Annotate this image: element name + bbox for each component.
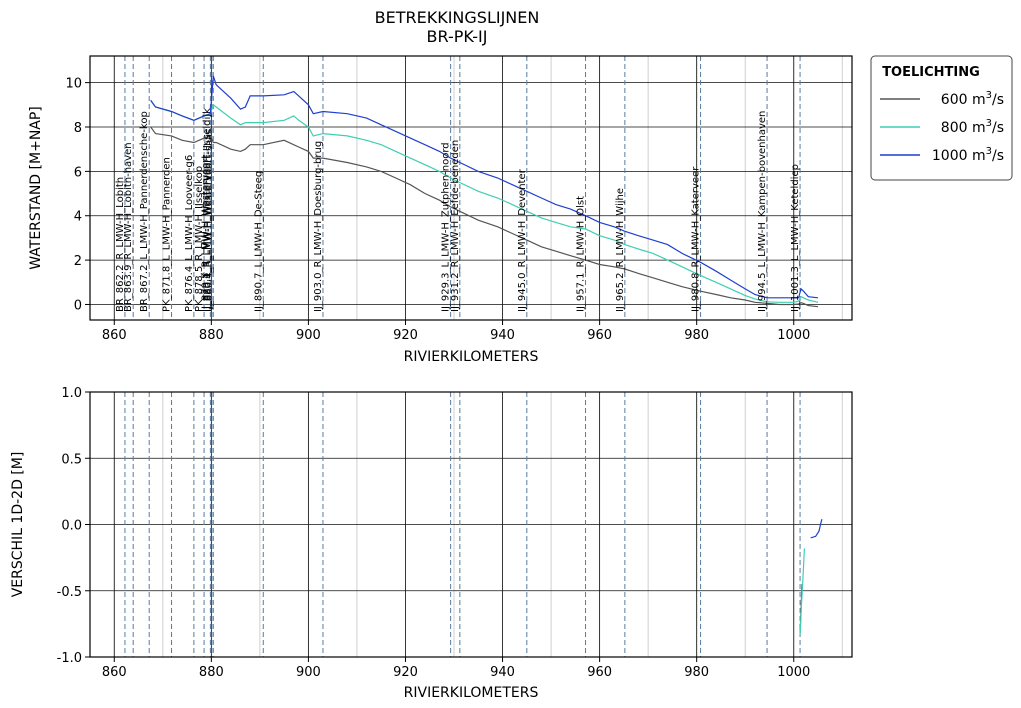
p2-y-tick-label: 0.5 <box>61 452 82 467</box>
station-label: IJ_879.8_R_LMW-H_Westervoort <box>200 155 211 312</box>
p2-y-tick-label: -0.5 <box>57 585 82 600</box>
chart-title-line2: BR-PK-IJ <box>427 27 488 46</box>
station-label: IJ_965.2_R_LMW-H_Wijhe <box>615 188 626 312</box>
legend-entries: 600 m3/s 800 m3/s 1000 m3/s <box>880 90 1004 164</box>
top-chart-panel: BR_862.2_R_LMW-H_LobithBR_863.9_R_LMW-H_… <box>28 55 853 365</box>
legend-entry-label-3: 1000 m3/s <box>932 146 1004 164</box>
p1-y-axis-label: WATERSTAND [M+NAP] <box>28 106 44 270</box>
p1-y-tick-label: 10 <box>65 77 82 92</box>
p1-x-axis-label: RIVIERKILOMETERS <box>404 349 539 365</box>
p1-y-tick-label: 2 <box>74 254 82 269</box>
p2-y-tick-label: -1.0 <box>57 651 82 666</box>
station-label: BR_863.9_R_LMW-H_Lobith-haven <box>123 142 134 312</box>
chart-title-line1: BETREKKINGSLIJNEN <box>375 8 540 27</box>
station-label: IJ_903.0_R_LMW-H_Doesburg-brug <box>313 141 324 312</box>
station-label: BR_862.2_R_LMW-H_Lobith <box>115 177 126 312</box>
p2-x-tick-label: 920 <box>393 665 418 680</box>
p1-axes-frame <box>89 55 853 321</box>
station-label: IJ_980.8_R_LMW-H_Katerveer <box>691 166 702 312</box>
bottom-chart-panel: 860 880 900 920 940 960 980 1000 -1.0 -0.5 0.0 0.5 1… <box>10 386 853 701</box>
p2-series-line-3 <box>810 519 823 539</box>
station-label: PK_876.4_L_LMW-H_Looveer-g6 <box>184 155 195 312</box>
station-label: IJ_945.0_R_LMW-H_Deventer <box>517 168 528 312</box>
legend-box <box>870 55 1013 181</box>
p1-x-tick-label: 960 <box>587 328 612 343</box>
p1-y-tick-label: 6 <box>74 165 82 180</box>
p2-x-tick-label: 940 <box>490 665 515 680</box>
p1-series-line-3 <box>150 75 819 299</box>
p2-x-tick-label: 880 <box>199 665 224 680</box>
p2-y-tick-label: 1.0 <box>61 386 82 401</box>
station-label: IJ_880.1_R_LMW-H_Westervoort-IJsseldijk <box>202 108 213 312</box>
station-label: IJ_890.7_L_LMW-H_De-Steeg <box>253 171 264 312</box>
station-label: IJ_931.2_R_LMW-H_Eefde-beneden <box>450 140 461 312</box>
station-label: IJ_1001.3_L_LMW-H_Keteldiep <box>790 164 801 312</box>
p1-x-tick-label: 920 <box>393 328 418 343</box>
p1-x-tick-label: 1000 <box>777 328 810 343</box>
p1-series-line-1 <box>150 126 819 308</box>
p2-x-tick-label: 960 <box>587 665 612 680</box>
chart-legend: TOELICHTING 600 m3/s 800 m3/s 1000 m3/s <box>870 55 1013 181</box>
legend-entry-label-2: 800 m3/s <box>941 118 1004 136</box>
legend-entry-label-1: 600 m3/s <box>941 90 1004 108</box>
station-label: PK_871.8_L_LMW-H_Pannerden <box>162 157 173 312</box>
p2-x-tick-label: 860 <box>102 665 127 680</box>
p1-x-tick-label: 940 <box>490 328 515 343</box>
legend-title: TOELICHTING <box>882 65 980 80</box>
p1-x-tick-label: 860 <box>102 328 127 343</box>
p2-y-axis-label: VERSCHIL 1D-2D [M] <box>10 452 26 598</box>
station-label: IJ_994.5_L_LMW-H_Kampen-bovenhaven <box>757 111 768 312</box>
p1-x-tick-label: 900 <box>296 328 321 343</box>
station-label: IJ_957.1_R_LMW-H_Olst <box>576 196 587 312</box>
p1-x-tick-label: 980 <box>684 328 709 343</box>
station-label: IJ_929.3_L_LMW-H_Zutphen-noord <box>441 142 452 312</box>
p1-y-tick-label: 4 <box>74 210 82 225</box>
p2-x-axis-label: RIVIERKILOMETERS <box>404 685 539 701</box>
station-label: PK_878.5_R_LMW-H_IJsselkop <box>194 166 205 312</box>
p1-y-tick-label: 8 <box>74 121 82 136</box>
p2-x-tick-label: 980 <box>684 665 709 680</box>
p1-series-line-2 <box>150 100 819 303</box>
p1-x-tick-label: 880 <box>199 328 224 343</box>
p1-y-tick-label: 0 <box>74 298 82 313</box>
p2-x-tick-label: 900 <box>296 665 321 680</box>
station-label: BR_867.2_L_LMW-H_Pannerdensche-kop <box>139 111 150 312</box>
p2-x-tick-label: 1000 <box>777 665 810 680</box>
p2-y-tick-label: 0.0 <box>61 519 82 534</box>
station-label: IJ_880.4_R_LMW-H_Westervoort-sluis <box>203 129 214 312</box>
p2-series-line-2 <box>799 548 805 635</box>
